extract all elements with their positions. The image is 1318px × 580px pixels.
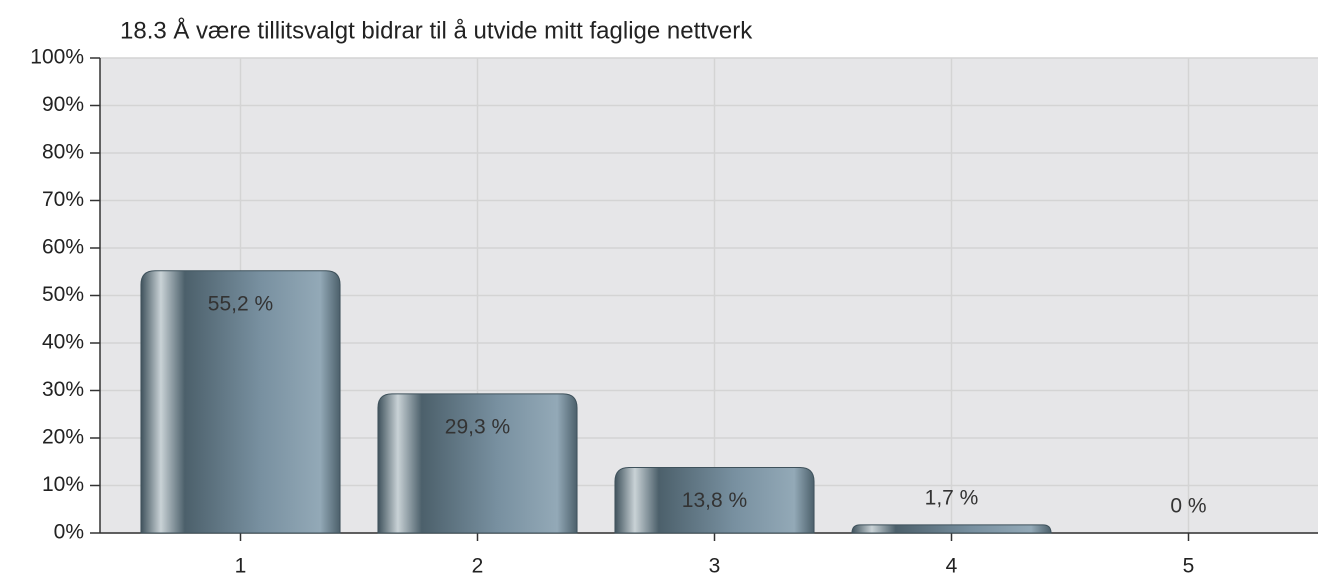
y-tick-label: 100% xyxy=(30,46,84,69)
y-tick-label: 20% xyxy=(42,426,84,449)
y-tick-label: 80% xyxy=(42,141,84,164)
value-label: 55,2 % xyxy=(208,292,273,315)
bar xyxy=(614,466,815,534)
x-tick-label: 4 xyxy=(946,555,958,578)
y-tick-label: 60% xyxy=(42,236,84,259)
bar xyxy=(851,524,1052,534)
y-tick-label: 10% xyxy=(42,473,84,496)
value-label: 0 % xyxy=(1170,495,1206,518)
x-tick-label: 1 xyxy=(235,555,247,578)
y-tick-label: 0% xyxy=(54,521,84,544)
x-tick-label: 2 xyxy=(472,555,484,578)
x-tick-label: 5 xyxy=(1183,555,1195,578)
y-tick-label: 40% xyxy=(42,331,84,354)
value-label: 1,7 % xyxy=(925,486,979,509)
bar xyxy=(377,393,578,534)
y-tick-label: 90% xyxy=(42,93,84,116)
chart-title: 18.3 Å være tillitsvalgt bidrar til å ut… xyxy=(120,16,753,44)
y-tick-label: 70% xyxy=(42,188,84,211)
bar xyxy=(140,270,341,534)
value-label: 13,8 % xyxy=(682,489,747,512)
y-tick-label: 30% xyxy=(42,378,84,401)
x-tick-label: 3 xyxy=(709,555,721,578)
y-tick-label: 50% xyxy=(42,283,84,306)
value-label: 29,3 % xyxy=(445,415,510,438)
